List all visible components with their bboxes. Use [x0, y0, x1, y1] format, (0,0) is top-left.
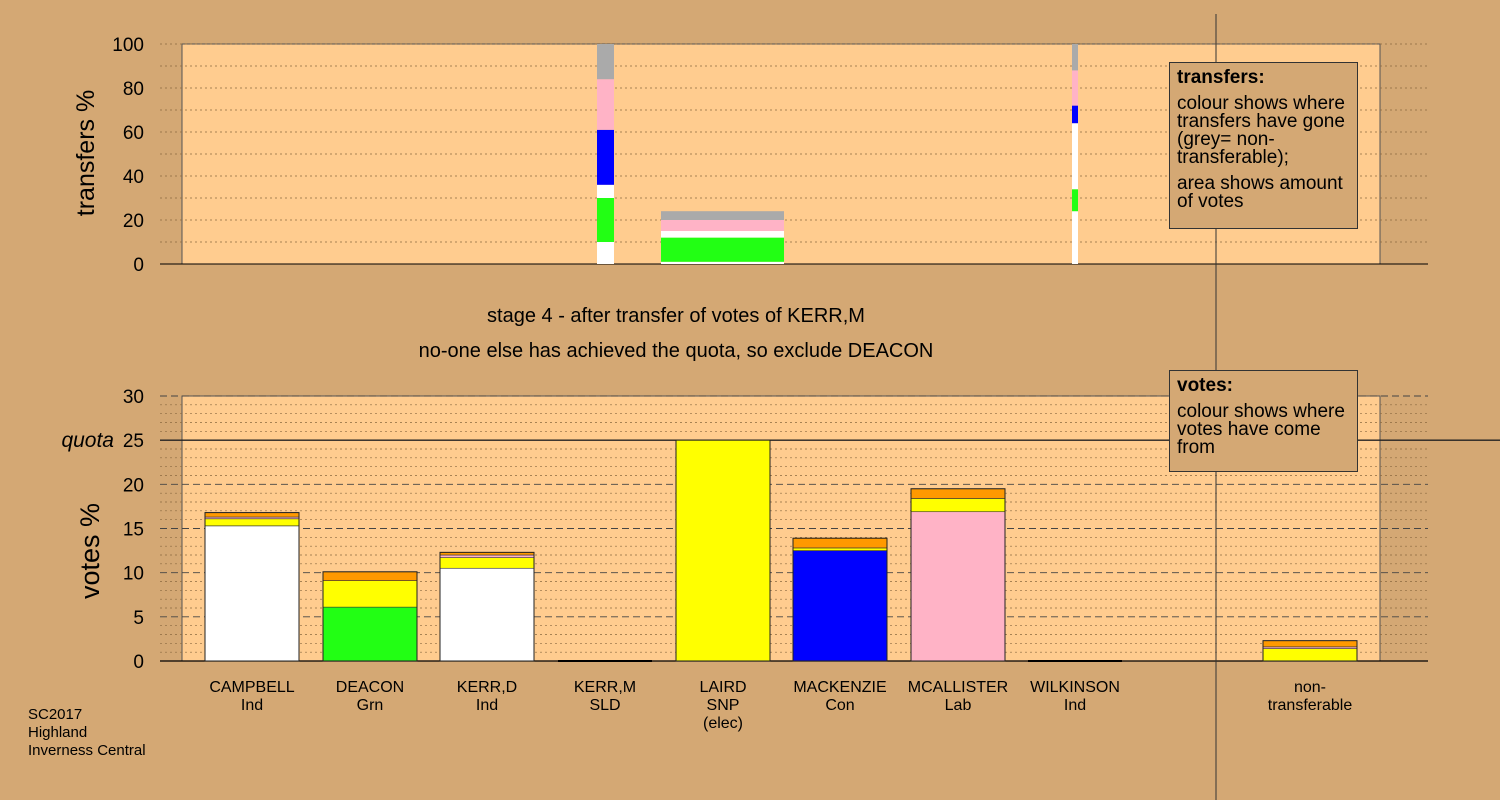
candidate-name: KERR,D: [456, 679, 518, 696]
votes-legend-title: votes:: [1177, 375, 1233, 396]
transfers-tick-label: 40: [123, 167, 144, 188]
transfer-segment-grey: [597, 44, 614, 80]
transfers-tick-label: 60: [123, 123, 144, 144]
transfer-segment-blue: [1072, 105, 1078, 124]
vote-bar-outline: [675, 439, 771, 662]
candidate-name: MCALLISTER: [907, 679, 1009, 696]
transfer-segment-blue: [597, 129, 614, 185]
vote-segment-yellow: [675, 439, 771, 662]
transfer-segment-white: [597, 242, 614, 264]
stage-action: no-one else has achieved the quota, so e…: [418, 340, 934, 362]
candidate-label: MACKENZIE Con: [775, 679, 905, 715]
candidate-name: CAMPBELL: [209, 679, 295, 696]
vote-segment-yellow: [322, 580, 418, 608]
vote-bar-outline: [910, 488, 1006, 662]
vote-segment-yellow: [910, 498, 1006, 513]
vote-bar-outline: [439, 551, 535, 662]
vote-bar-outline: [1262, 640, 1358, 662]
candidate-name: LAIRD: [699, 679, 747, 696]
candidate-name: WILKINSON: [1030, 679, 1120, 696]
candidate-party: Ind: [240, 697, 264, 714]
votes-tick-label: 5: [133, 608, 144, 629]
votes-axis-label: votes %: [75, 503, 105, 599]
vote-segment-orange: [792, 537, 888, 549]
transfers-legend-line-2: area shows amount of votes: [1177, 173, 1343, 212]
vote-bar-outline: [322, 571, 418, 662]
transfer-segment-pink: [661, 220, 784, 231]
vote-segment-yellow: [439, 557, 535, 569]
vote-bar-outline: [792, 537, 888, 662]
transfer-segment-white: [661, 231, 784, 238]
transfer-segment-white: [1072, 211, 1078, 264]
vote-segment-orange: [910, 488, 1006, 499]
election-code: SC2017: [28, 706, 83, 723]
candidate-label: KERR,D Ind: [422, 679, 552, 715]
transfers-tick-label: 100: [112, 35, 144, 56]
transfer-segment-grey: [1072, 44, 1078, 71]
transfers-legend: transfers: colour shows where transfers …: [1169, 62, 1358, 229]
votes-legend: votes: colour shows where votes have com…: [1169, 370, 1358, 472]
votes-tick-label: 25: [123, 431, 144, 452]
candidate-label: KERR,M SLD: [540, 679, 670, 715]
candidate-party: Ind: [475, 697, 499, 714]
transfer-segment-grey: [661, 211, 784, 220]
votes-tick-label: 15: [123, 520, 144, 541]
vote-segment-yellow: [204, 518, 300, 527]
transfer-segment-pink: [597, 79, 614, 130]
transfers-tick-label: 0: [133, 255, 144, 276]
candidate-label: DEACON Grn: [305, 679, 435, 715]
vote-segment-white: [439, 567, 535, 662]
vote-segment-yellow: [792, 547, 888, 551]
candidate-label: CAMPBELL Ind: [187, 679, 317, 715]
candidate-name: DEACON: [335, 679, 405, 696]
transfer-segment-white: [1072, 123, 1078, 190]
candidate-name: MACKENZIE: [793, 679, 887, 696]
stage-description: stage 4 - after transfer of votes of KER…: [487, 305, 865, 327]
quota-label: quota: [61, 429, 114, 452]
nontransferable-label: non- transferable: [1267, 679, 1353, 714]
candidate-label: LAIRD SNP (elec): [658, 679, 788, 733]
council-name: Highland: [28, 724, 88, 741]
ward-name: Inverness Central: [28, 742, 146, 759]
transfer-segment-white: [597, 184, 614, 198]
candidate-party: Grn: [356, 697, 384, 714]
transfers-legend-line-1: colour shows where transfers have gone (…: [1177, 93, 1345, 168]
vote-bar-outline: [204, 512, 300, 662]
vote-segment-pink: [910, 511, 1006, 662]
votes-legend-line-1: colour shows where votes have come from: [1177, 401, 1345, 458]
vote-segment-white: [204, 525, 300, 662]
vote-segment-green: [322, 606, 418, 662]
transfers-tick-label: 20: [123, 211, 144, 232]
election-info: SC2017 Highland Inverness Central: [28, 706, 146, 760]
transfer-segment-pink: [1072, 70, 1078, 106]
votes-tick-label: 30: [123, 387, 144, 408]
votes-tick-label: 10: [123, 564, 144, 585]
candidate-note: (elec): [702, 715, 743, 732]
transfers-legend-title: transfers:: [1177, 67, 1265, 88]
candidate-label: MCALLISTER Lab: [893, 679, 1023, 715]
vote-segment-orange: [204, 512, 300, 518]
candidate-party: Lab: [944, 697, 972, 714]
candidate-label: WILKINSON Ind: [1010, 679, 1140, 715]
transfer-segment-green: [1072, 189, 1078, 212]
transfer-segment-green: [597, 198, 614, 242]
vote-segment-orange: [1262, 640, 1358, 648]
candidate-name: KERR,M: [573, 679, 637, 696]
transfers-axis-label: transfers %: [72, 90, 100, 216]
votes-tick-label: 0: [133, 652, 144, 673]
vote-segment-yellow: [1262, 648, 1358, 662]
candidate-party: SNP: [706, 697, 740, 714]
candidate-party: Con: [825, 697, 855, 714]
vote-segment-blue: [792, 550, 888, 662]
transfer-segment-green: [661, 237, 784, 262]
vote-segment-pink: [439, 554, 535, 558]
transfer-segment-white: [661, 261, 784, 264]
transfers-tick-label: 80: [123, 79, 144, 100]
candidate-party: SLD: [589, 697, 621, 714]
candidate-party: Ind: [1063, 697, 1087, 714]
votes-tick-label: 20: [123, 475, 144, 496]
vote-segment-orange: [322, 571, 418, 581]
